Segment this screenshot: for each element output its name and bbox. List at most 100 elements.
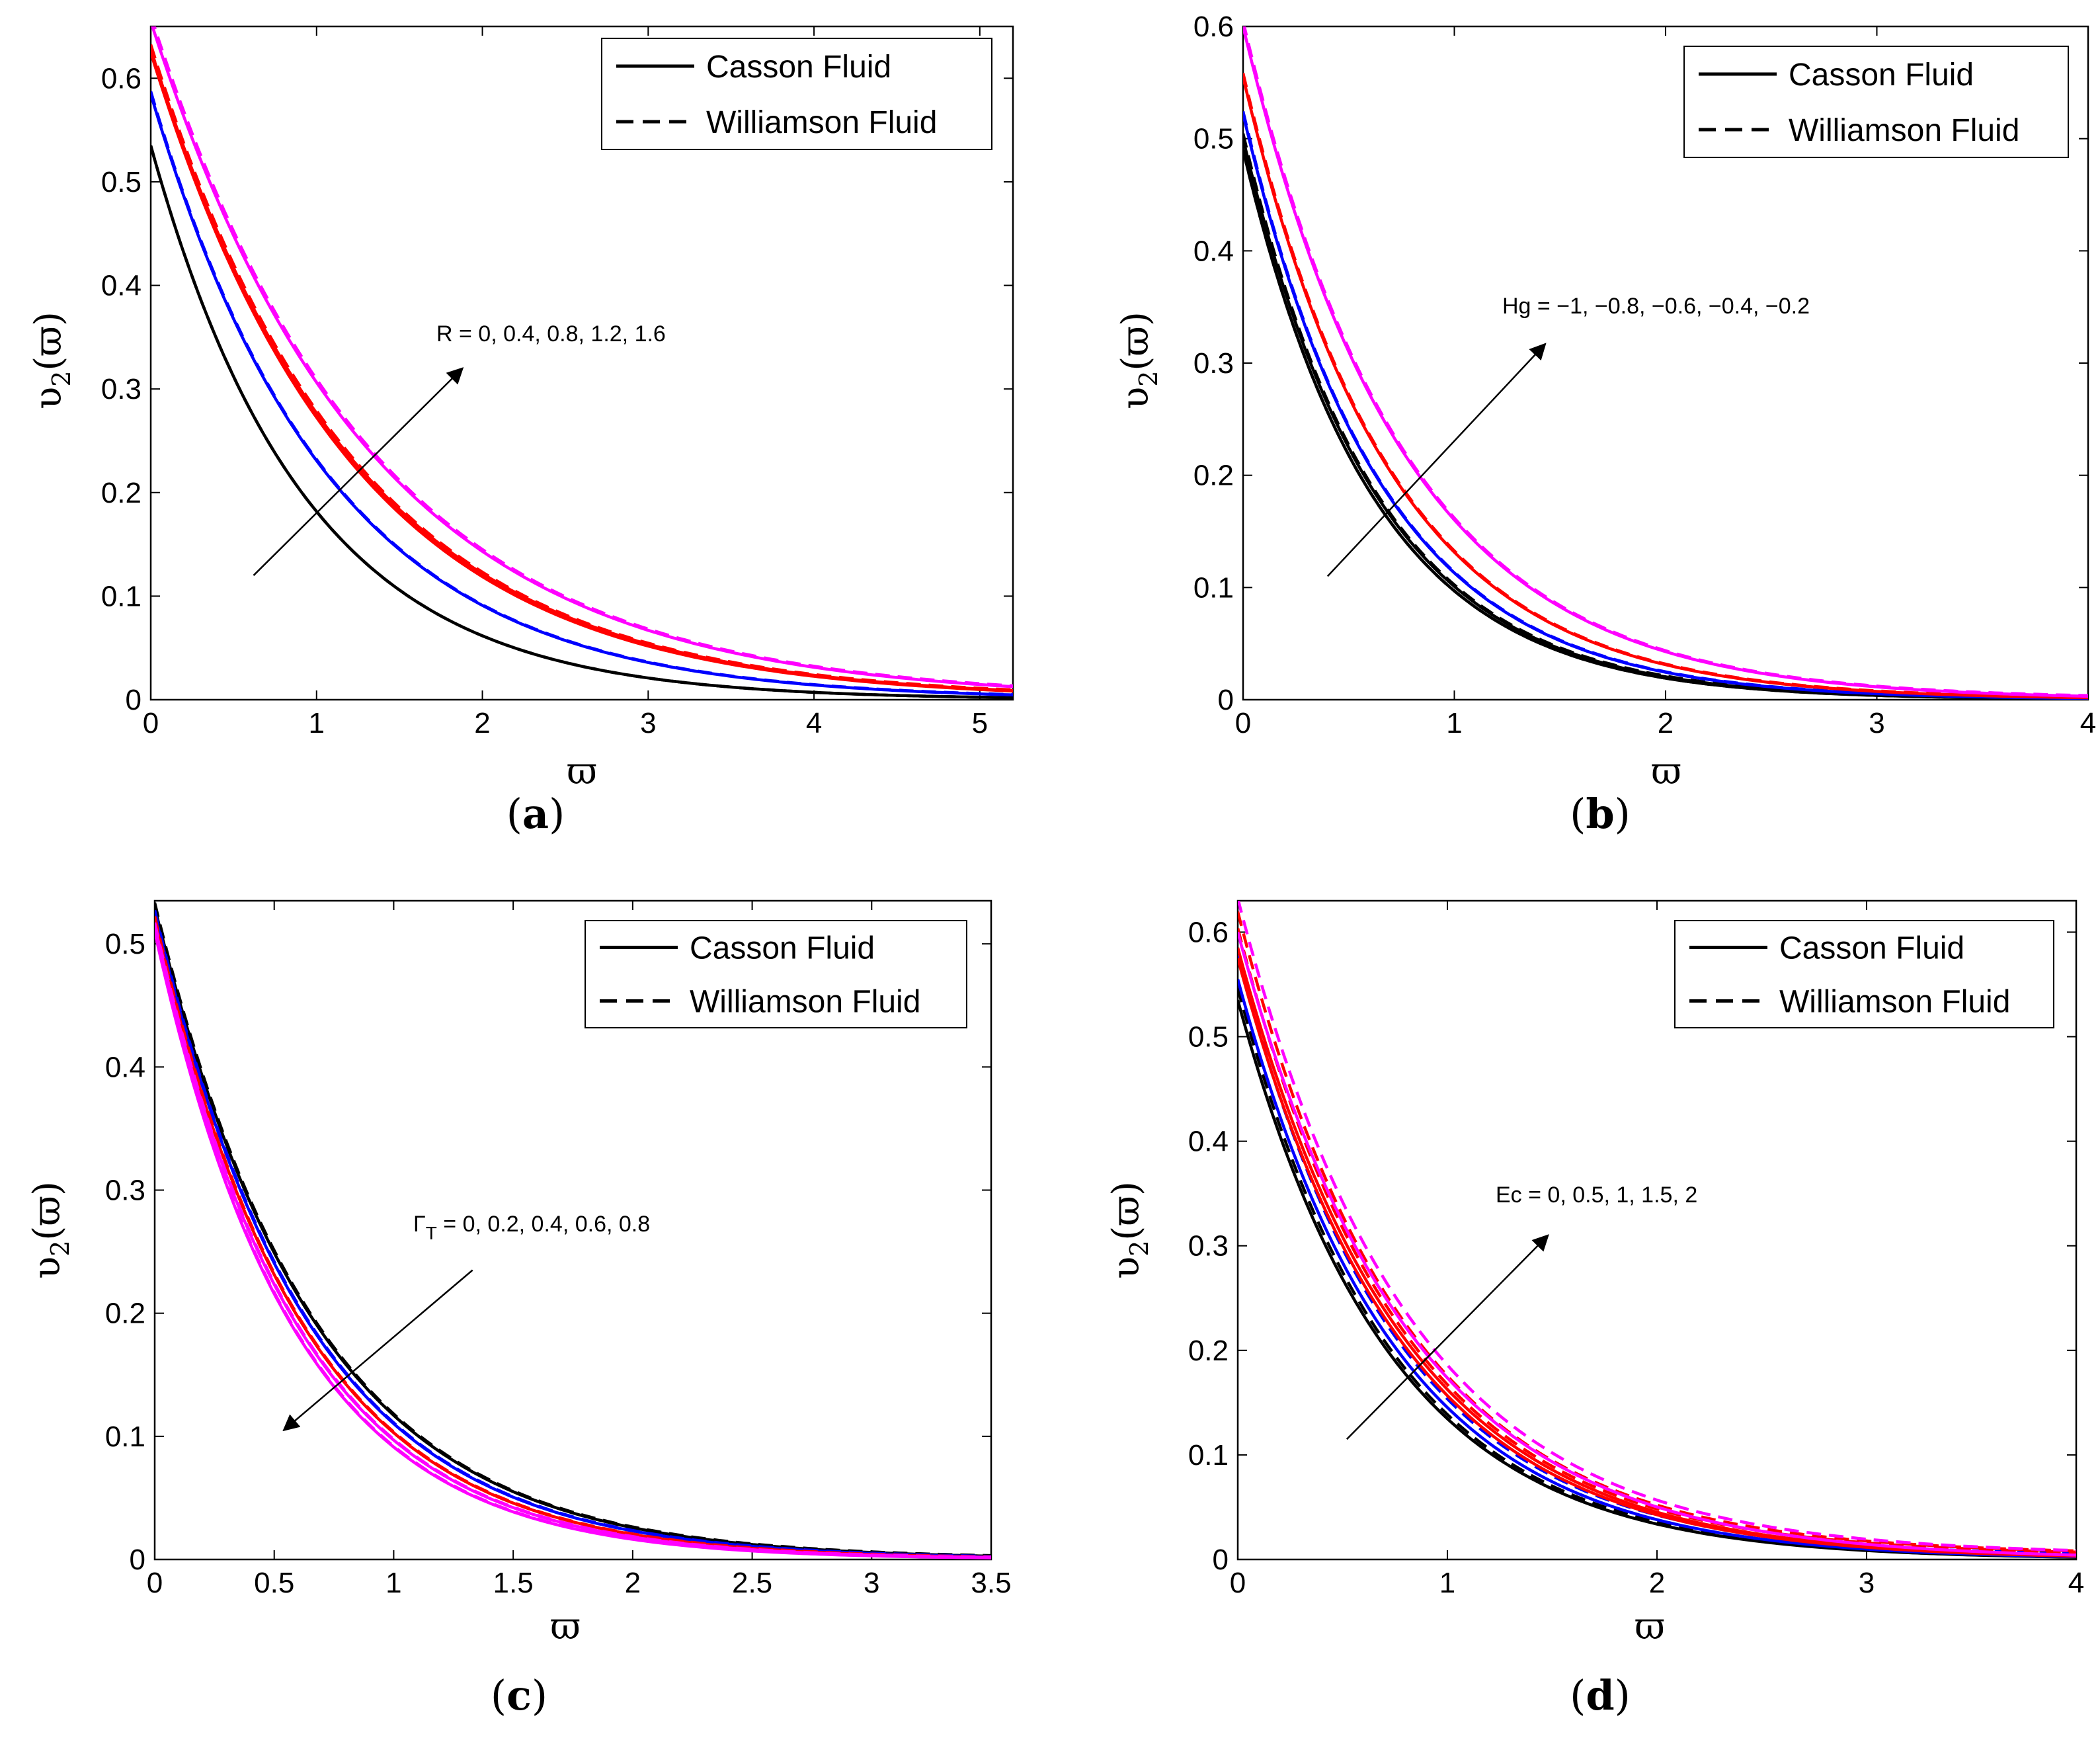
y-tick-label: 0.6 [101,62,141,95]
x-tick-label: 2 [474,707,490,739]
annotation-rest: = 0, 0.2, 0.4, 0.6, 0.8 [437,1212,650,1237]
legend-label-casson: Casson Fluid [1789,58,1974,93]
y-tick-label: 0.5 [105,928,145,960]
annotation-subscript: T [426,1223,437,1243]
y-axis-label-arg: (ϖ) [26,1181,69,1240]
y-axis-label: υ2(ϖ) [1105,1181,1154,1279]
x-tick-label: 0 [143,707,159,739]
y-tick-label: 0.1 [1193,571,1234,604]
chart-panel-c: 0 0.5 1 1.5 2 2.5 3 3.5 0 0.1 0.2 0.3 0.4 0.5 Casson F… [26,899,1012,1720]
y-tick-label: 0.2 [105,1298,145,1330]
y-tick-label: 0.3 [101,373,141,405]
chart-panel-b: 0 1 2 3 4 0 0.1 0.2 0.3 0.4 0.5 0.6 Casson Fluid Will… [1114,11,2096,838]
caption-letter: b [1586,790,1614,838]
legend: Casson Fluid Williamson Fluid [585,920,967,1028]
legend: Casson Fluid Williamson Fluid [1683,46,2069,158]
legend-box [1674,920,2054,1028]
annotation-main: Ec = 0, 0.5, 1, 1.5, 2 [1496,1182,1697,1208]
annotation-label: ΓT = 0, 0.2, 0.4, 0.6, 0.8 [413,1212,650,1243]
chart-panel-a: 0 1 2 3 4 5 0 0.1 0.2 0.3 0.4 0.5 0.6 Casson Fluid Wil… [27,25,1014,838]
x-tick-label: 2 [625,1567,641,1599]
chart-panel-d: 0 1 2 3 4 0 0.1 0.2 0.3 0.4 0.5 0.6 Casson Fluid Will… [1105,899,2084,1720]
x-tick-label: 0 [1230,1567,1246,1599]
annotation-arrow [253,367,464,576]
y-tick-label: 0.3 [1188,1230,1229,1263]
y-tick-label: 0.3 [105,1174,145,1206]
y-tick-label: 0 [130,1544,145,1576]
legend: Casson Fluid Williamson Fluid [1674,920,2054,1028]
x-tick-label: 1 [309,707,325,739]
y-tick-label: 0 [126,684,141,716]
y-tick-label: 0.2 [101,477,141,509]
series-line-williamson-4 [1238,911,2076,1553]
y-tick-label: 0.4 [105,1051,145,1083]
series-line-williamson-3 [1243,110,2088,700]
x-tick-label: 3 [1869,707,1884,739]
series-line-williamson-1 [1238,987,2076,1557]
x-axis-label: ϖ [1651,750,1681,793]
legend-box [585,920,967,1028]
y-tick-label: 0.2 [1188,1335,1229,1367]
x-tick-label: 2.5 [732,1567,772,1599]
series-line-casson-5 [1238,931,2076,1557]
caption-letter: a [522,790,549,838]
y-tick-label: 0.1 [105,1421,145,1453]
y-tick-label: 0.5 [101,166,141,198]
series-line-casson-1 [151,145,1013,700]
series-line-williamson-1 [151,145,1013,700]
y-tick-label: 0.6 [1188,916,1229,948]
legend-box [601,38,992,150]
y-tick-label: 0.1 [101,580,141,612]
annotation-arrow [1346,1234,1549,1440]
caption-paren-open: ( [1570,790,1586,838]
caption-paren-open: ( [1570,1671,1586,1720]
annotation-label: R = 0, 0.4, 0.8, 1.2, 1.6 [436,321,666,347]
series-line-casson-4 [1238,947,2076,1557]
series-line-williamson-5 [1238,901,2076,1552]
x-tick-label: 3.5 [971,1567,1011,1599]
y-tick-label: 0.1 [1188,1439,1229,1472]
caption-letter: d [1586,1671,1614,1720]
caption-paren-close: ) [1615,790,1631,838]
y-tick-label: 0.4 [1188,1126,1229,1158]
plot-frame [149,25,1014,701]
caption-paren-close: ) [1615,1671,1631,1720]
x-tick-label: 1 [1439,1567,1455,1599]
y-tick-label: 0.5 [1188,1021,1229,1054]
y-axis-label-subscript: 2 [47,371,76,387]
y-axis-label-arg: (ϖ) [1114,311,1157,370]
y-tick-label: 0 [1213,1544,1229,1576]
x-tick-label: 0.5 [254,1567,294,1599]
x-tick-label: 5 [972,707,988,739]
x-tick-label: 3 [1859,1567,1875,1599]
y-axis-label-main: υ [27,387,70,409]
annotation-label: Hg = −1, −0.8, −0.6, −0.4, −0.2 [1502,294,1810,319]
caption-letter: c [506,1671,532,1720]
y-tick-label: 0.6 [1193,11,1234,43]
series-line-williamson-1 [1243,149,2088,700]
x-tick-label: 0 [1235,707,1251,739]
legend: Casson Fluid Williamson Fluid [601,38,992,150]
legend-label-williamson: Williamson Fluid [1789,113,2019,148]
annotation-label: Ec = 0, 0.5, 1, 1.5, 2 [1496,1182,1697,1208]
x-axis-label: ϖ [550,1605,581,1648]
y-axis-label: υ2(ϖ) [26,1181,75,1279]
legend-label-casson: Casson Fluid [690,931,875,966]
y-axis-label-main: υ [1105,1257,1148,1279]
series-line-casson-2 [151,93,1013,696]
series-line-casson-4 [151,48,1013,692]
annotation-main: R = 0, 0.4, 0.8, 1.2, 1.6 [436,321,666,347]
caption-paren-close: ) [549,790,565,838]
series-line-casson-5 [155,931,991,1559]
y-tick-label: 0 [1218,684,1234,716]
y-axis-label-arg: (ϖ) [27,311,70,370]
subfigure-caption: (a) [506,790,565,838]
y-tick-label: 0.4 [101,270,141,302]
y-tick-label: 0.4 [1193,235,1234,267]
caption-paren-open: ( [491,1671,506,1720]
subfigure-caption: (c) [491,1671,547,1720]
x-axis-label: ϖ [1635,1605,1665,1648]
x-tick-label: 0 [147,1567,163,1599]
x-tick-label: 2 [1658,707,1674,739]
